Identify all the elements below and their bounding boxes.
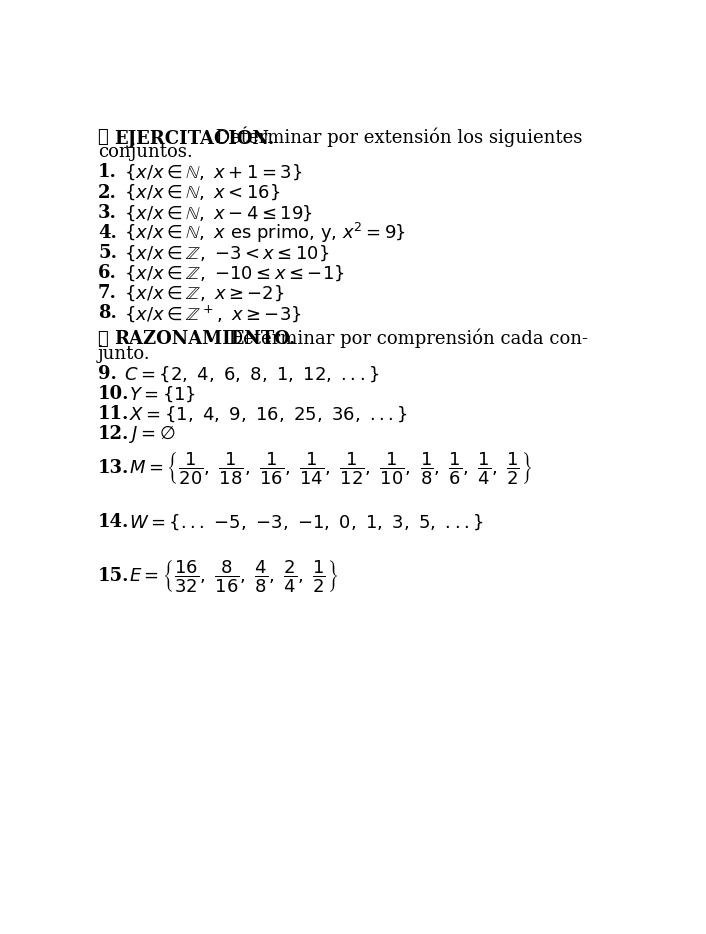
- Text: 13.: 13.: [98, 460, 129, 477]
- Text: $\{x/x \in \mathbb{N},\ x$ es primo, y, $x^2 = 9\}$: $\{x/x \in \mathbb{N},\ x$ es primo, y, …: [124, 220, 406, 245]
- Text: 2.: 2.: [98, 184, 117, 202]
- Text: $\{x/x \in \mathbb{N},\ x + 1 = 3\}$: $\{x/x \in \mathbb{N},\ x + 1 = 3\}$: [124, 163, 302, 182]
- Text: $\{x/x \in \mathbb{Z},\ {-3} < x \leq 10\}$: $\{x/x \in \mathbb{Z},\ {-3} < x \leq 10…: [124, 243, 330, 262]
- Text: RAZONAMIENTO.: RAZONAMIENTO.: [114, 330, 296, 347]
- Text: 6.: 6.: [98, 264, 117, 282]
- Text: 3.: 3.: [98, 204, 117, 221]
- Text: $E = \left\{\dfrac{16}{32},\ \dfrac{8}{16},\ \dfrac{4}{8},\ \dfrac{2}{4},\ \dfra: $E = \left\{\dfrac{16}{32},\ \dfrac{8}{1…: [129, 558, 338, 594]
- Text: 1.: 1.: [98, 163, 117, 181]
- Text: $\{x/x \in \mathbb{N},\ x < 16\}$: $\{x/x \in \mathbb{N},\ x < 16\}$: [124, 183, 280, 203]
- Text: 9.: 9.: [98, 365, 117, 383]
- Text: 7.: 7.: [98, 284, 117, 303]
- Text: $Y = \{1\}$: $Y = \{1\}$: [129, 384, 196, 403]
- Text: 14.: 14.: [98, 513, 129, 531]
- Text: EJERCITACIÓN.: EJERCITACIÓN.: [114, 126, 275, 148]
- Text: $W = \{...\ {-5},\ {-3},\ {-1},\ 0,\ 1,\ 3,\ 5,\ ...\}$: $W = \{...\ {-5},\ {-3},\ {-1},\ 0,\ 1,\…: [129, 512, 484, 531]
- Text: 11.: 11.: [98, 405, 129, 423]
- Text: $\{x/x \in \mathbb{Z},\ x \geq {-2}\}$: $\{x/x \in \mathbb{Z},\ x \geq {-2}\}$: [124, 284, 285, 303]
- Text: $M = \left\{\dfrac{1}{20},\ \dfrac{1}{18},\ \dfrac{1}{16},\ \dfrac{1}{14},\ \dfr: $M = \left\{\dfrac{1}{20},\ \dfrac{1}{18…: [129, 450, 532, 486]
- Text: Determinar por extensión los siguientes: Determinar por extensión los siguientes: [210, 128, 582, 147]
- Text: conjuntos.: conjuntos.: [98, 143, 193, 162]
- Text: $C = \{2,\ 4,\ 6,\ 8,\ 1,\ 12,\ ...\}$: $C = \{2,\ 4,\ 6,\ 8,\ 1,\ 12,\ ...\}$: [124, 364, 379, 384]
- Text: 15.: 15.: [98, 567, 130, 585]
- Text: $\{x/x \in \mathbb{Z}^+,\ x \geq {-3}\}$: $\{x/x \in \mathbb{Z}^+,\ x \geq {-3}\}$: [124, 303, 301, 324]
- Text: ②: ②: [98, 330, 115, 347]
- Text: 10.: 10.: [98, 385, 130, 403]
- Text: junto.: junto.: [98, 345, 150, 362]
- Text: $J = \varnothing$: $J = \varnothing$: [129, 423, 176, 446]
- Text: Determinar por comprensión cada con-: Determinar por comprensión cada con-: [223, 329, 588, 348]
- Text: $\{x/x \in \mathbb{Z},\ {-10} \leq x \leq {-1}\}$: $\{x/x \in \mathbb{Z},\ {-10} \leq x \le…: [124, 263, 345, 283]
- Text: $X = \{1,\ 4,\ 9,\ 16,\ 25,\ 36,\ ...\}$: $X = \{1,\ 4,\ 9,\ 16,\ 25,\ 36,\ ...\}$: [129, 404, 408, 424]
- Text: 12.: 12.: [98, 425, 129, 444]
- Text: 5.: 5.: [98, 244, 117, 262]
- Text: 8.: 8.: [98, 304, 117, 322]
- Text: 4.: 4.: [98, 224, 117, 242]
- Text: ①: ①: [98, 128, 115, 147]
- Text: $\{x/x \in \mathbb{N},\ x - 4 \leq 19\}$: $\{x/x \in \mathbb{N},\ x - 4 \leq 19\}$: [124, 203, 313, 222]
